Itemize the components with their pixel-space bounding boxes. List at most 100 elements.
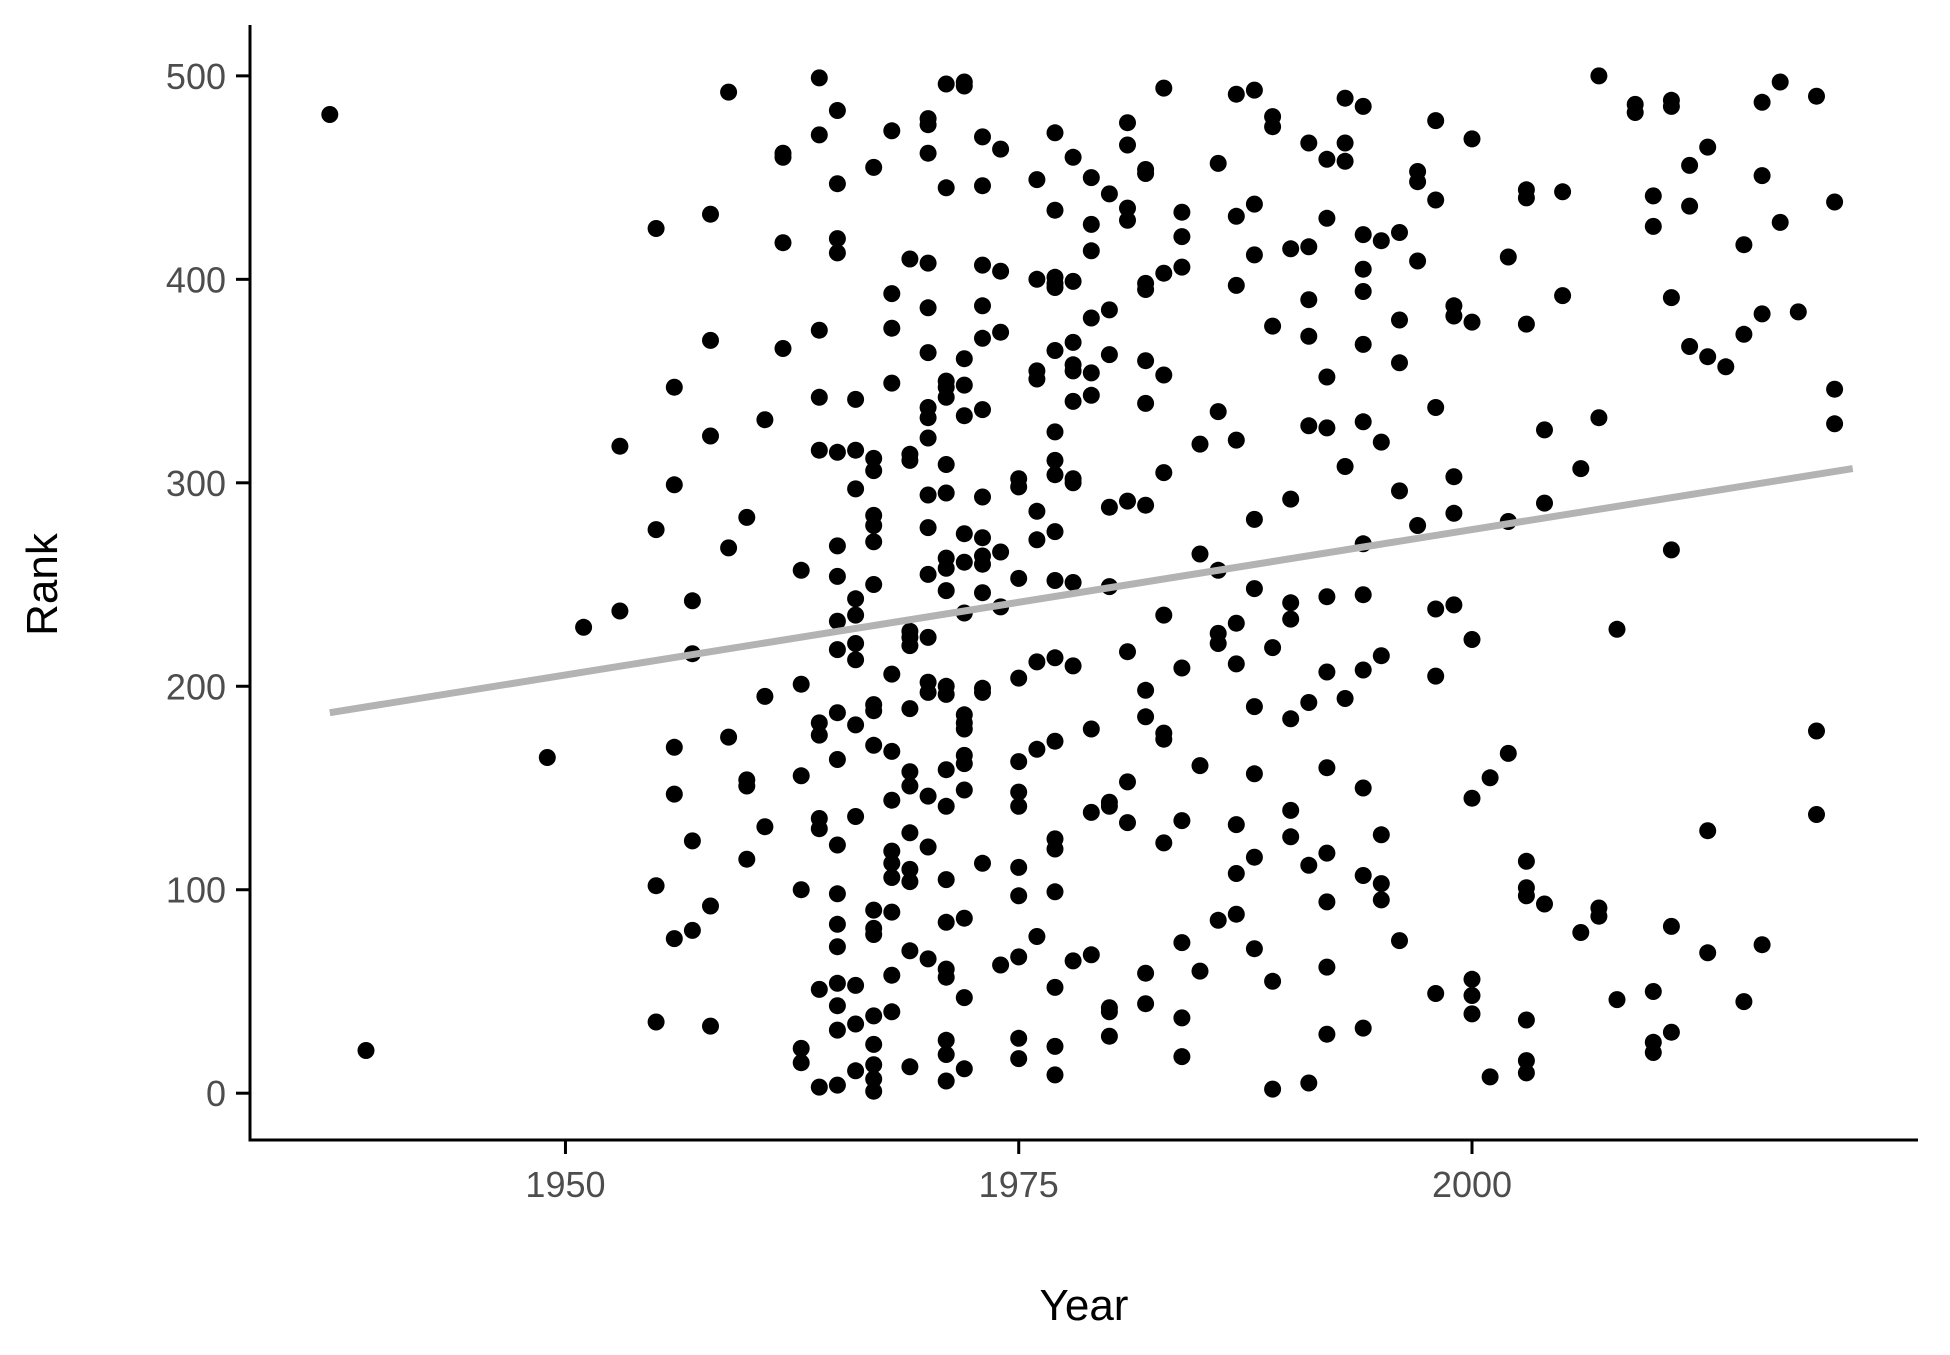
data-point: [1826, 380, 1844, 398]
data-point: [1082, 803, 1100, 821]
data-point: [901, 250, 919, 268]
data-point: [1082, 364, 1100, 382]
data-point: [1626, 104, 1644, 121]
data-point: [810, 1078, 828, 1096]
data-point: [955, 720, 973, 738]
x-tick-label: 1975: [979, 1164, 1059, 1205]
data-point: [738, 508, 756, 526]
data-point: [1227, 207, 1245, 225]
data-point: [1481, 769, 1499, 787]
data-point: [955, 77, 973, 95]
data-point: [1245, 765, 1263, 783]
data-point: [1046, 572, 1064, 589]
data-point: [1662, 97, 1680, 115]
data-point: [575, 618, 593, 636]
data-point: [1427, 112, 1445, 130]
data-point: [865, 1035, 883, 1053]
data-point: [937, 1031, 955, 1049]
data-point: [1699, 348, 1717, 366]
data-point: [1064, 272, 1082, 290]
data-point: [1590, 907, 1608, 925]
data-point: [1245, 246, 1263, 264]
data-point: [974, 555, 991, 573]
data-point: [1318, 209, 1336, 227]
data-point: [1427, 667, 1445, 685]
data-point: [792, 1039, 810, 1057]
data-point: [1227, 865, 1245, 882]
data-point: [1010, 858, 1028, 876]
data-point: [865, 158, 883, 176]
data-point: [847, 808, 865, 825]
data-point: [955, 909, 973, 927]
data-point: [847, 716, 865, 734]
data-point: [1227, 614, 1245, 632]
data-point: [1318, 893, 1336, 911]
data-point: [919, 565, 937, 583]
data-point: [1391, 482, 1408, 500]
data-point: [1826, 193, 1844, 211]
data-point: [1753, 167, 1771, 185]
data-point: [1209, 403, 1227, 421]
data-point: [1100, 498, 1118, 516]
data-point: [1227, 85, 1245, 103]
data-point: [1028, 928, 1046, 945]
data-point: [1644, 217, 1662, 235]
data-point: [974, 584, 991, 602]
data-point: [865, 1070, 883, 1088]
data-point: [1336, 690, 1354, 707]
data-point: [1354, 335, 1372, 353]
data-point: [1372, 232, 1390, 250]
data-point: [1282, 610, 1300, 628]
data-point: [1155, 730, 1173, 748]
data-point: [1137, 681, 1155, 699]
data-point: [1517, 1064, 1535, 1082]
data-point: [702, 1017, 719, 1035]
data-point: [865, 736, 883, 754]
data-point: [1391, 932, 1408, 950]
data-point: [1227, 431, 1245, 449]
data-point: [919, 519, 937, 537]
data-point: [1028, 740, 1046, 758]
data-point: [974, 683, 991, 701]
data-point: [1173, 203, 1191, 221]
data-point: [1282, 710, 1300, 728]
data-point: [1046, 523, 1064, 541]
data-point: [955, 1060, 973, 1078]
data-point: [1336, 152, 1354, 170]
data-point: [992, 956, 1010, 974]
data-point: [810, 980, 828, 998]
x-axis-ticks: 1950 1975 2000: [525, 1140, 1512, 1205]
data-point: [1046, 201, 1064, 219]
data-point: [865, 702, 883, 720]
data-point: [1137, 964, 1155, 982]
data-point: [1662, 541, 1680, 559]
data-point: [1445, 504, 1463, 522]
data-point: [1046, 978, 1064, 996]
data-point: [1590, 409, 1608, 427]
data-point: [955, 525, 973, 543]
data-point: [1010, 569, 1028, 587]
data-point: [937, 456, 955, 473]
y-axis-title: Rank: [18, 532, 67, 636]
data-point: [1082, 309, 1100, 327]
data-point: [1064, 392, 1082, 410]
data-point: [1336, 89, 1354, 107]
data-point: [1681, 197, 1699, 215]
data-point: [1137, 995, 1155, 1013]
data-point: [1517, 887, 1535, 905]
data-point: [1173, 258, 1191, 276]
data-point: [883, 966, 901, 984]
data-point: [1608, 620, 1626, 638]
data-point: [1318, 419, 1336, 437]
data-point: [1318, 958, 1336, 976]
data-point: [919, 409, 937, 427]
data-point: [1282, 828, 1300, 846]
data-point: [1119, 643, 1136, 661]
data-point: [828, 443, 846, 461]
data-point: [756, 687, 774, 705]
data-point: [611, 437, 629, 455]
data-point: [1789, 303, 1807, 321]
data-point: [1064, 333, 1082, 351]
data-point: [1064, 574, 1082, 591]
